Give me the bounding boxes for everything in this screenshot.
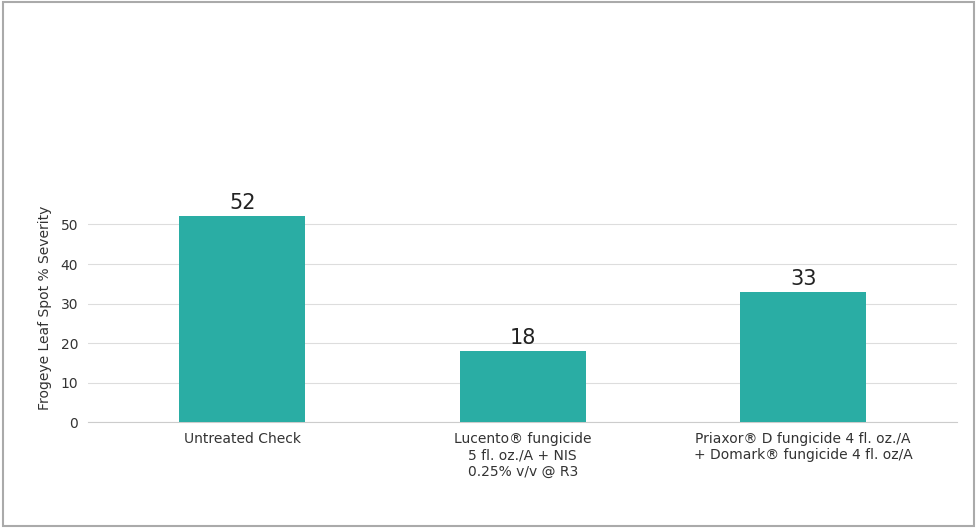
Text: UNIVERSITY OF KENTUCKY: UNIVERSITY OF KENTUCKY	[291, 96, 686, 122]
Text: PRINCETON, KY 2018: PRINCETON, KY 2018	[332, 151, 645, 177]
Bar	[741, 291, 867, 422]
Text: 52: 52	[229, 193, 255, 213]
Bar	[459, 351, 586, 422]
Text: 33: 33	[790, 269, 817, 288]
Bar	[179, 216, 306, 422]
Text: 18: 18	[510, 328, 535, 348]
Text: FOLIAR FUNGICIDE EFFICACY TRIALS: FOLIAR FUNGICIDE EFFICACY TRIALS	[175, 36, 802, 65]
Y-axis label: Frogeye Leaf Spot % Severity: Frogeye Leaf Spot % Severity	[38, 205, 52, 410]
